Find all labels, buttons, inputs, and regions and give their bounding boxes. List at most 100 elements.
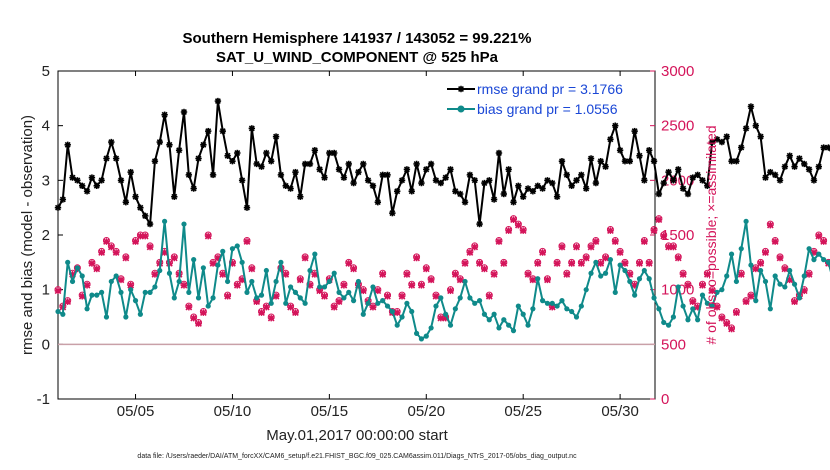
star-stroke (680, 185, 687, 192)
bias-point (709, 303, 715, 309)
rmse-point (127, 168, 134, 176)
star-stroke (437, 180, 444, 187)
obs-assimilated-point (568, 260, 576, 267)
rmse-point (524, 185, 532, 192)
y-tick-label: 3 (42, 172, 50, 189)
bias-point (554, 303, 560, 309)
obs-assimilated-point (485, 292, 493, 300)
star-stroke (563, 171, 570, 178)
obs-assimilated-point (54, 287, 62, 295)
bias-point (544, 300, 551, 306)
obs-assimilated-point (645, 260, 653, 267)
rmse-point (384, 171, 391, 179)
rmse-point (243, 204, 251, 211)
obs-assimilated-point (723, 320, 731, 327)
star-stroke (752, 122, 759, 129)
rmse-point (689, 174, 696, 181)
obs-assimilated-point (684, 281, 692, 289)
rmse-point (771, 171, 779, 179)
star-stroke (743, 125, 750, 132)
obs-assimilated-point (548, 303, 556, 311)
y2-tick-label: 0 (661, 391, 669, 408)
bias-point (549, 300, 555, 306)
rmse-point (747, 103, 755, 110)
star-stroke (137, 204, 144, 211)
obs-assimilated-point (587, 243, 595, 251)
rmse-point (161, 111, 168, 118)
x-tick-label: 05/05 (117, 403, 155, 420)
plot-area (57, 70, 656, 400)
star-stroke (93, 182, 100, 189)
star-stroke (471, 177, 478, 184)
rmse-point (146, 220, 154, 228)
bias-point (787, 267, 793, 274)
bias-point (258, 292, 265, 298)
rmse-point (500, 190, 508, 198)
bias-point (137, 311, 143, 317)
obs-assimilated-point (117, 276, 125, 284)
rmse-point (612, 122, 619, 129)
obs-assimilated-point (93, 265, 101, 273)
bias-point (307, 267, 313, 274)
star-stroke (253, 160, 260, 167)
bias-point (94, 292, 100, 298)
bias-point (651, 295, 657, 301)
rmse-point (544, 177, 551, 184)
star-stroke (108, 139, 115, 146)
rmse-point (272, 133, 280, 140)
star-stroke (384, 171, 391, 178)
bias-point (685, 317, 691, 323)
rmse-point (408, 188, 415, 195)
star-stroke (777, 177, 783, 184)
bias-point (457, 295, 463, 301)
obs-assimilated-point (466, 249, 474, 256)
bias-point (646, 276, 652, 282)
rmse-point (360, 160, 367, 168)
obs-assimilated-point (263, 303, 270, 311)
bias-point (481, 311, 488, 317)
rmse-point (738, 144, 745, 151)
obs-assimilated-point (718, 314, 726, 322)
rmse-point (389, 209, 396, 217)
obs-assimilated-point (582, 254, 590, 262)
bias-point (714, 289, 720, 295)
rmse-point (713, 136, 721, 143)
obs-assimilated-point (519, 227, 527, 234)
star-stroke (200, 141, 207, 148)
rmse-point (699, 177, 706, 184)
bias-point (234, 243, 240, 249)
obs-assimilated-point (679, 270, 687, 278)
bias-point (438, 295, 444, 301)
x-tick-label: 05/15 (311, 403, 349, 420)
rmse-point (815, 163, 822, 170)
bias-point (225, 278, 231, 285)
star-stroke (525, 185, 532, 192)
bias-point (287, 284, 294, 290)
obs-assimilated-point (408, 281, 416, 289)
obs-assimilated-point (64, 298, 72, 306)
x-tick-label: 05/30 (601, 403, 639, 420)
star-stroke (408, 188, 415, 195)
bias-point (326, 278, 332, 285)
rmse-point (607, 136, 614, 143)
star-stroke (413, 160, 420, 167)
obs-assimilated-point (432, 292, 440, 300)
star-stroke (815, 163, 822, 170)
star-stroke (486, 177, 493, 184)
rmse-point (481, 179, 488, 187)
bias-point (60, 311, 66, 317)
rmse-point (195, 155, 202, 162)
obs-assimilated-point (112, 249, 120, 256)
legend-rmse-star (457, 85, 465, 93)
bias-point (559, 298, 565, 304)
legend-box (444, 78, 652, 120)
star-stroke (747, 103, 754, 110)
star-stroke (360, 160, 367, 167)
rmse-point (335, 166, 343, 173)
bias-point (738, 246, 744, 252)
obs-assimilated-point (636, 260, 643, 267)
obs-assimilated-point (132, 238, 139, 245)
star-stroke (781, 163, 788, 170)
obs-assimilated-point (190, 314, 198, 322)
rmse-point (718, 138, 726, 146)
